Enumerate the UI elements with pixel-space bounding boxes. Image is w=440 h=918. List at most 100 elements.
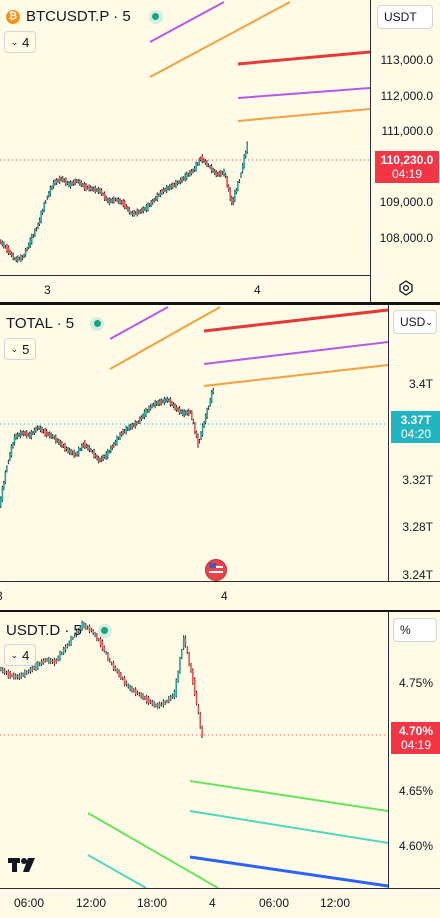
currency-select[interactable]: USDT	[377, 5, 433, 29]
drawing-line-orange[interactable]	[109, 306, 221, 370]
candle	[120, 201, 123, 203]
drawing-line-green[interactable]	[189, 780, 388, 812]
candle	[62, 648, 65, 654]
drawing-line-purple[interactable]	[149, 1, 225, 43]
market-status-icon[interactable]	[90, 316, 105, 331]
candle	[103, 193, 106, 200]
unit-select[interactable]: %	[393, 618, 437, 642]
candle	[33, 667, 35, 669]
symbol-header[interactable]: TOTAL · 5	[6, 315, 105, 332]
candle	[134, 421, 137, 427]
pane-separator[interactable]	[0, 610, 440, 612]
candle	[91, 187, 94, 190]
candle	[223, 170, 225, 175]
symbol-title[interactable]: TOTAL · 5	[6, 315, 75, 332]
bar-countdown: 04:20	[400, 427, 432, 441]
drawing-line-purple-2[interactable]	[237, 87, 370, 99]
candle	[83, 623, 85, 627]
candle	[51, 187, 53, 189]
candle	[88, 446, 91, 451]
drawing-line-purple-2[interactable]	[203, 341, 388, 365]
candle	[154, 401, 156, 407]
candle	[54, 180, 56, 184]
pane-separator[interactable]	[0, 302, 440, 305]
candle	[192, 170, 194, 172]
candle	[77, 448, 80, 455]
drawing-line-orange[interactable]	[149, 1, 291, 78]
drawing-line-orange-2[interactable]	[237, 108, 370, 122]
us-flag-icon[interactable]	[205, 559, 227, 581]
symbol-title[interactable]: BTCUSDT.P · 5	[26, 8, 131, 25]
candle	[148, 407, 150, 412]
candle	[105, 197, 107, 200]
usdtd-chart-canvas[interactable]	[0, 612, 388, 888]
candle	[37, 662, 39, 669]
price-axis[interactable]: USD ⌄ 3.4T 3.32T 3.28T 3.24T 3.37T 04:20	[388, 305, 440, 582]
drawing-line-cyan[interactable]	[189, 810, 388, 844]
candle	[108, 198, 111, 204]
candle	[94, 454, 97, 457]
candle	[27, 434, 30, 436]
bar-countdown: 04:19	[400, 738, 432, 752]
candle	[186, 648, 189, 653]
total-panel[interactable]: TOTAL · 5 ⌄ 5 USD ⌄ 3.4T 3.32T 3.28T 3.2…	[0, 305, 440, 610]
drawing-line-green-2[interactable]	[87, 812, 219, 888]
symbol-header[interactable]: USDT.D · 5	[6, 622, 112, 639]
btc-panel[interactable]: ₿ BTCUSDT.P · 5 ⌄ 4 USDT 113,000.0 112,0…	[0, 0, 440, 303]
candle	[116, 670, 118, 672]
candle	[131, 687, 133, 691]
candle	[169, 696, 172, 700]
candle	[97, 639, 100, 641]
candle	[151, 200, 154, 204]
candle	[80, 445, 83, 450]
indicator-toggle[interactable]: ⌄ 4	[4, 31, 36, 53]
market-status-icon[interactable]	[148, 9, 163, 24]
candle	[175, 680, 178, 696]
candle	[210, 391, 213, 402]
market-status-icon[interactable]	[97, 623, 112, 638]
indicator-toggle[interactable]: ⌄ 5	[4, 338, 36, 360]
candle	[180, 650, 183, 658]
usdtd-panel[interactable]: USDT.D · 5 ⌄ 4 % 4.75% 4.65% 4.60% 4.70%…	[0, 612, 440, 918]
currency-select[interactable]: USD ⌄	[393, 310, 437, 334]
drawing-line-purple[interactable]	[109, 306, 169, 340]
indicator-toggle[interactable]: ⌄ 4	[4, 644, 36, 666]
candle	[72, 181, 75, 185]
candle	[106, 450, 109, 458]
candle	[189, 171, 191, 176]
drawing-line-cyan-2[interactable]	[87, 854, 147, 888]
total-chart-canvas[interactable]	[0, 305, 388, 580]
candle	[158, 703, 161, 707]
candle	[101, 641, 104, 650]
candle	[164, 189, 166, 191]
last-price-value: 4.70%	[398, 724, 434, 738]
candle	[160, 400, 163, 404]
drawing-line-red[interactable]	[203, 308, 388, 333]
time-axis-border	[0, 888, 440, 889]
price-axis[interactable]: USDT 113,000.0 112,000.0 111,000.0 109,0…	[370, 0, 440, 303]
price-axis[interactable]: % 4.75% 4.65% 4.60% 4.70% 04:19	[388, 612, 440, 888]
candle	[173, 691, 176, 698]
symbol-header[interactable]: ₿ BTCUSDT.P · 5	[6, 8, 163, 25]
candle	[71, 452, 74, 454]
currency-label: USD	[400, 315, 426, 329]
candle	[150, 201, 152, 206]
candle	[10, 445, 13, 456]
symbol-title[interactable]: USDT.D · 5	[6, 622, 82, 639]
candle	[83, 183, 86, 190]
tradingview-logo[interactable]	[8, 856, 40, 879]
drawing-line-orange-2[interactable]	[203, 364, 388, 387]
btc-chart-canvas[interactable]	[0, 0, 370, 270]
candle	[29, 238, 32, 247]
candle	[123, 677, 126, 685]
candle	[174, 405, 176, 409]
chevron-down-icon: ⌄	[10, 343, 19, 354]
candle	[53, 659, 56, 665]
gear-icon[interactable]	[398, 280, 414, 301]
candle	[10, 253, 13, 256]
drawing-line-blue[interactable]	[189, 855, 388, 888]
candle	[7, 671, 10, 677]
candle	[110, 199, 112, 202]
candle	[123, 201, 126, 208]
drawing-line-red[interactable]	[237, 50, 370, 66]
